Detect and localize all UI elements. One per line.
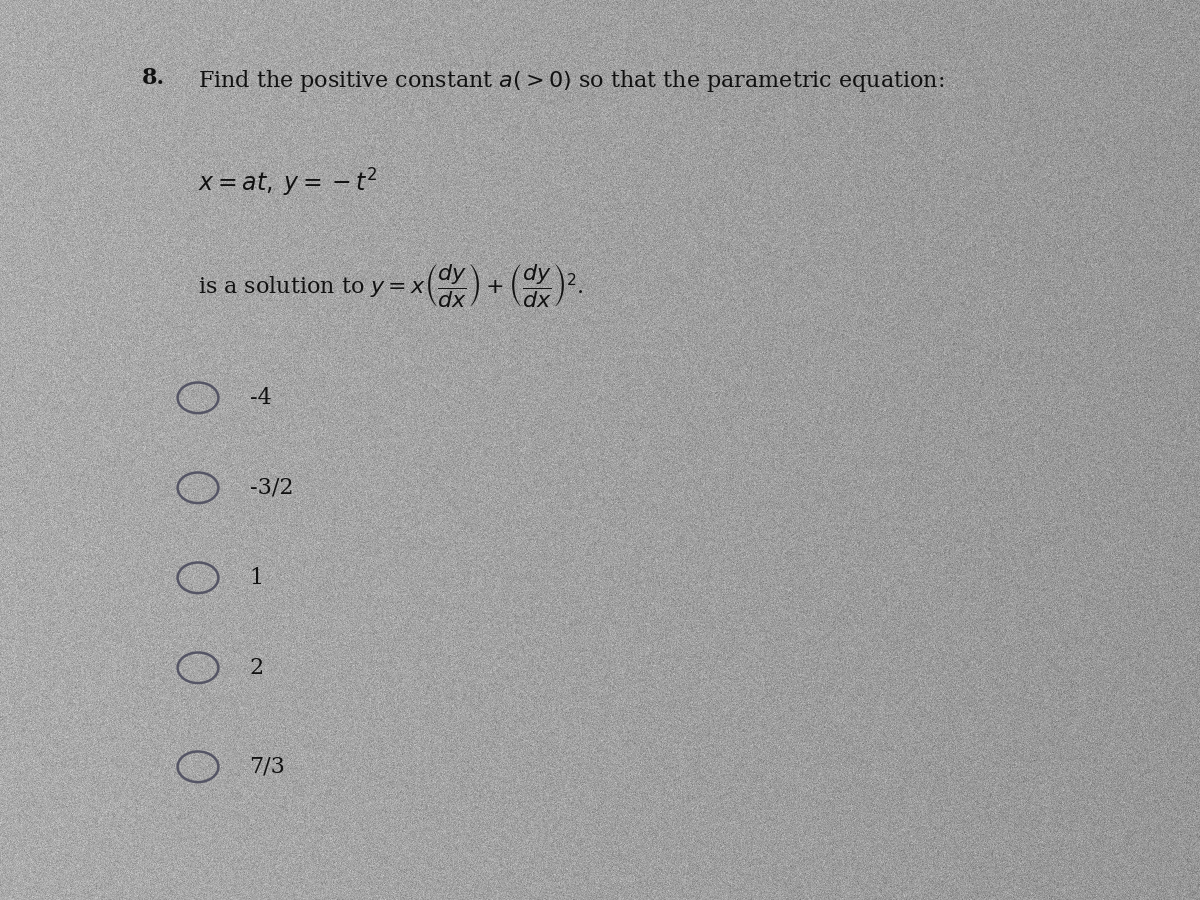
- Text: 1: 1: [250, 567, 264, 589]
- Text: 8.: 8.: [142, 68, 164, 89]
- Text: -4: -4: [250, 387, 271, 409]
- Text: 2: 2: [250, 657, 264, 679]
- Text: is a solution to $y = x\left(\dfrac{dy}{dx}\right) + \left(\dfrac{dy}{dx}\right): is a solution to $y = x\left(\dfrac{dy}{…: [198, 261, 583, 309]
- Text: -3/2: -3/2: [250, 477, 293, 499]
- Text: Find the positive constant $a(> 0)$ so that the parametric equation:: Find the positive constant $a(> 0)$ so t…: [198, 68, 944, 94]
- Text: 7/3: 7/3: [250, 756, 286, 778]
- Text: $x = at,\; y = -t^2$: $x = at,\; y = -t^2$: [198, 166, 378, 199]
